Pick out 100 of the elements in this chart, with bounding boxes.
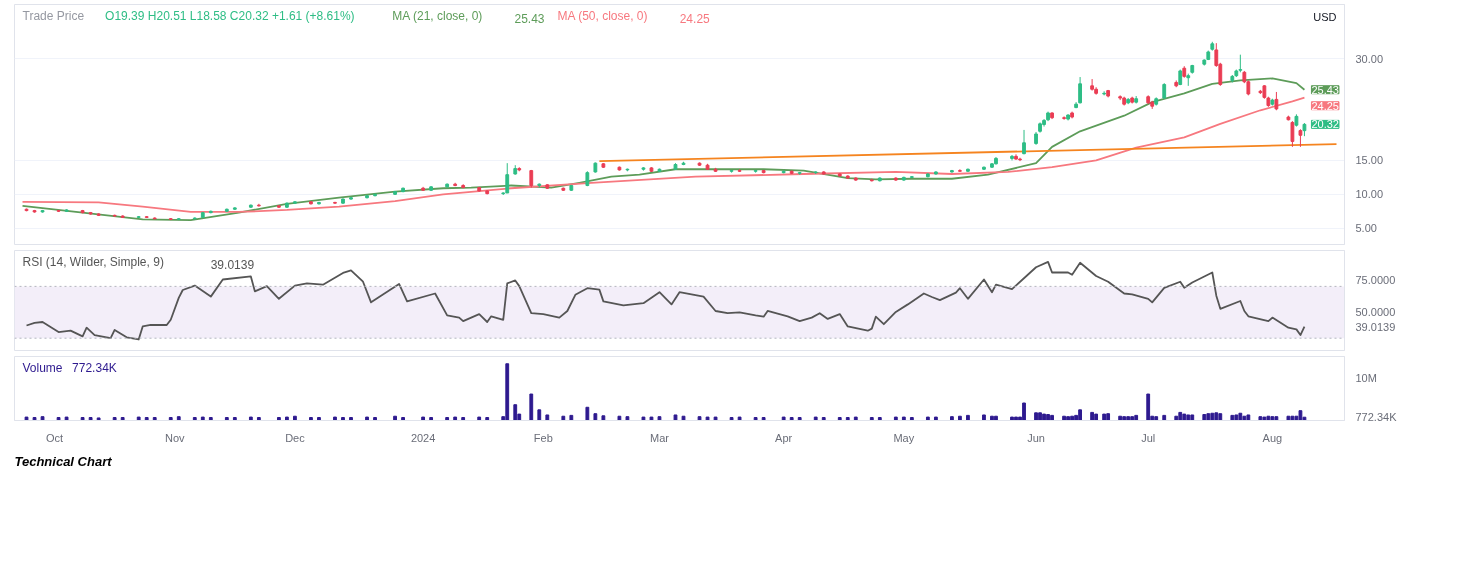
bar xyxy=(1234,414,1239,421)
annotation: 25.43 xyxy=(1311,83,1339,96)
bar xyxy=(1186,414,1191,421)
annotation: 39.0139 xyxy=(210,257,255,272)
bar xyxy=(729,417,734,421)
bar xyxy=(737,416,742,421)
bar xyxy=(869,417,874,421)
annotation: 24.25 xyxy=(1311,99,1339,112)
bar xyxy=(1102,413,1107,421)
bar xyxy=(168,417,173,421)
bar xyxy=(445,417,450,421)
bar xyxy=(933,416,938,421)
y-tick-label: 75.0000 xyxy=(1355,273,1396,286)
y-tick-label: 5.00 xyxy=(1355,222,1377,235)
bar xyxy=(697,416,702,421)
bar xyxy=(537,409,542,421)
bar xyxy=(24,416,29,421)
bar xyxy=(1202,414,1207,421)
bar xyxy=(40,416,45,421)
bar xyxy=(1270,416,1275,421)
bar xyxy=(966,414,970,421)
bar xyxy=(1022,402,1026,421)
bar xyxy=(120,417,125,421)
bar xyxy=(681,415,686,421)
bar xyxy=(649,416,654,421)
bar xyxy=(365,416,369,421)
bar xyxy=(393,415,397,421)
annotation: 772.34K xyxy=(72,360,117,375)
bar xyxy=(373,417,377,421)
bar xyxy=(925,416,930,421)
x-tick-label: Apr xyxy=(775,431,793,444)
text: Technical Chart xyxy=(14,453,113,469)
bar xyxy=(112,417,117,421)
bar xyxy=(781,416,786,421)
x-tick-label: Mar xyxy=(650,431,670,444)
bar xyxy=(485,417,490,421)
bar xyxy=(569,414,574,421)
annotation: O19.39 H20.51 L18.58 C20.32 +1.61 (+8.61%) xyxy=(105,8,355,23)
bar xyxy=(1078,409,1082,421)
bar xyxy=(1214,412,1219,421)
bar xyxy=(877,417,882,421)
annotation: 24.25 xyxy=(679,11,711,26)
y-tick-label: 15.00 xyxy=(1355,154,1384,167)
bar xyxy=(982,414,986,421)
chart-title: Trade Price xyxy=(22,8,85,23)
bar xyxy=(1178,411,1183,421)
bar xyxy=(96,417,101,421)
bar xyxy=(293,415,297,421)
x-tick-label: Aug xyxy=(1262,431,1283,444)
y-tick-label: 10M xyxy=(1355,371,1377,384)
bar xyxy=(309,417,313,421)
x-tick-label: Nov xyxy=(164,431,186,444)
bar xyxy=(513,404,518,421)
bar xyxy=(545,414,550,421)
bar xyxy=(1246,414,1251,421)
bar xyxy=(421,416,426,421)
bar xyxy=(1286,415,1291,421)
x-tick-label: 2024 xyxy=(410,431,436,444)
bar xyxy=(657,416,662,421)
bar xyxy=(461,417,466,421)
y-tick-label: 10.00 xyxy=(1355,188,1384,201)
bar xyxy=(349,417,353,421)
bar xyxy=(144,417,149,421)
bar xyxy=(901,416,906,421)
bar xyxy=(1174,415,1179,421)
bar xyxy=(893,416,898,421)
bar xyxy=(561,415,566,421)
bar xyxy=(585,406,590,421)
bar xyxy=(192,417,197,421)
candlestick xyxy=(1078,76,1082,104)
bar xyxy=(88,417,93,421)
bar xyxy=(1154,416,1159,421)
bar xyxy=(1210,412,1215,421)
bar xyxy=(1242,415,1247,421)
bar xyxy=(601,415,606,421)
bar xyxy=(1042,413,1046,421)
bar xyxy=(317,417,321,421)
x-tick-label: Jul xyxy=(1141,431,1156,444)
bar xyxy=(753,417,758,421)
bar xyxy=(224,417,229,421)
bar xyxy=(641,416,646,421)
bar xyxy=(64,416,69,421)
y-tick-label: 30.00 xyxy=(1355,52,1384,65)
bar xyxy=(1046,414,1050,421)
bar xyxy=(152,417,157,421)
bar xyxy=(136,416,141,421)
line-series xyxy=(21,77,1306,221)
bar xyxy=(797,417,802,421)
annotation: 20.32 xyxy=(1311,118,1339,131)
y-tick-label: 39.0139 xyxy=(1355,320,1396,333)
x-tick-label: Feb xyxy=(533,431,553,444)
bar xyxy=(1182,413,1187,421)
bar xyxy=(401,417,405,421)
line-series xyxy=(21,96,1306,213)
bar xyxy=(761,417,766,421)
bar xyxy=(1206,413,1211,421)
bar xyxy=(1238,412,1243,421)
bar xyxy=(625,416,630,421)
bar xyxy=(789,417,794,421)
y-tick-label: 772.34K xyxy=(1355,411,1398,424)
